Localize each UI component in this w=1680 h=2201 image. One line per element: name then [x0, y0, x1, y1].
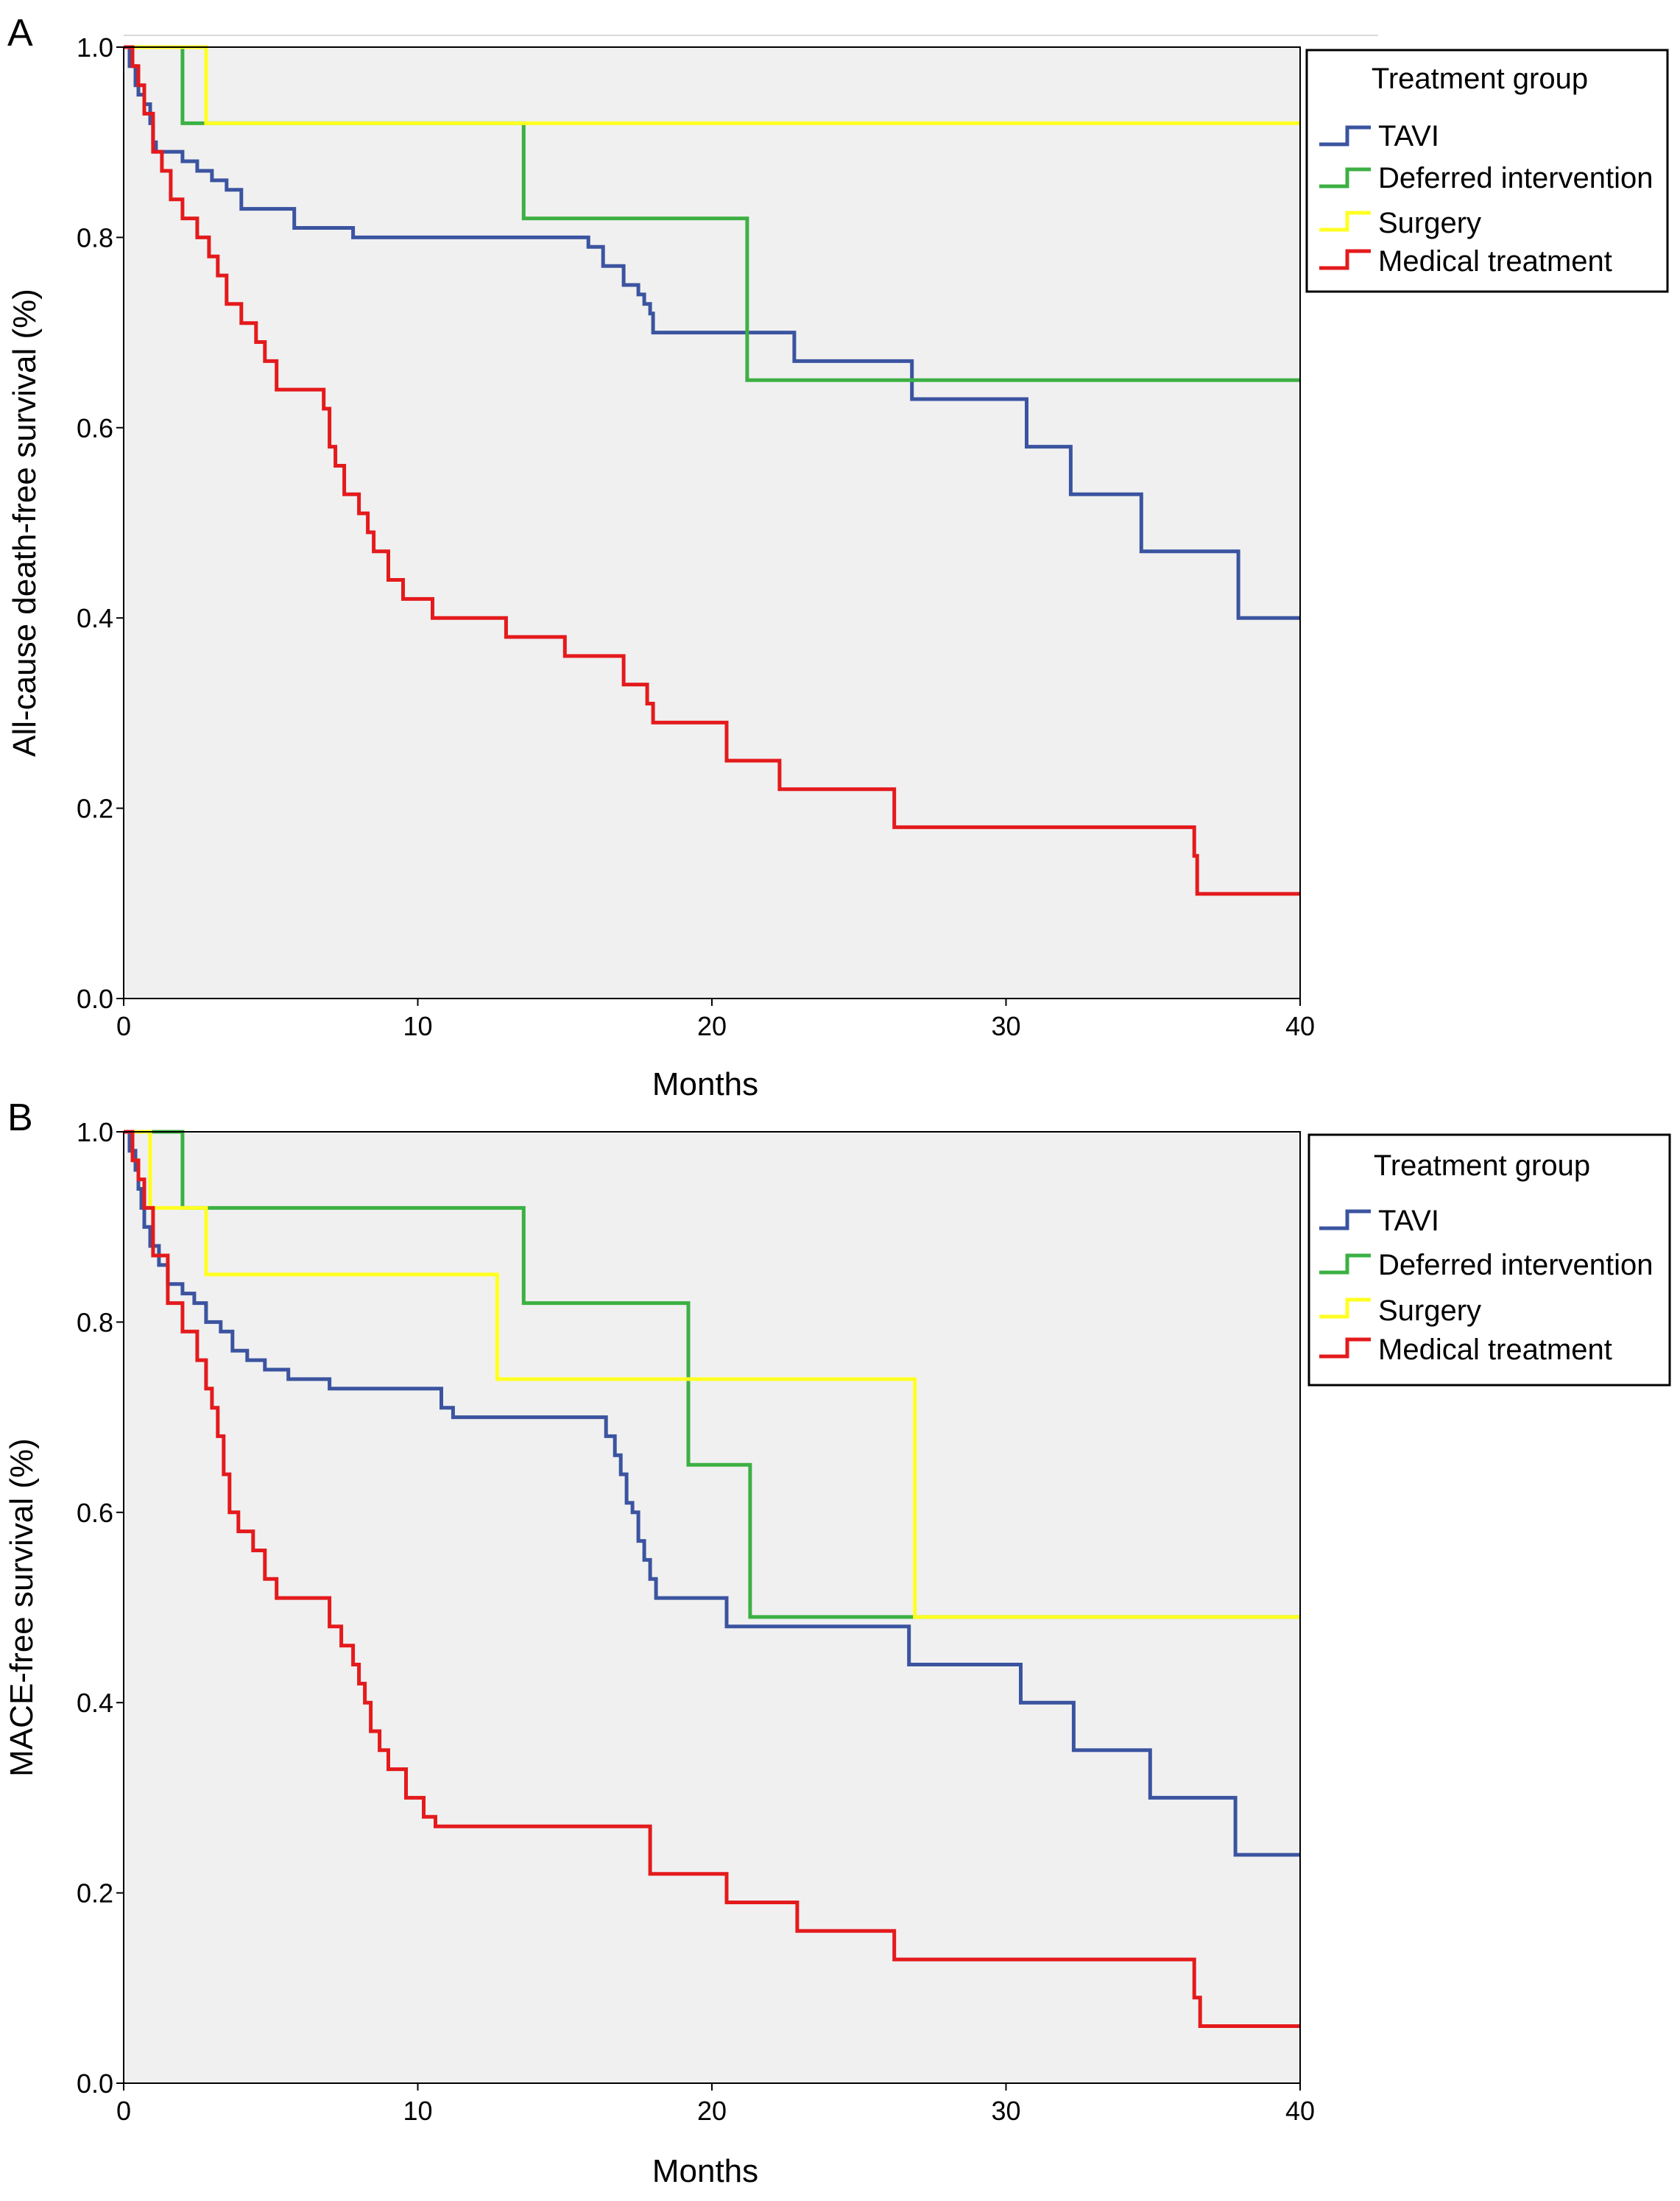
panel-a-x-tick-label: 30	[991, 1011, 1020, 1041]
panel-b-y-tick-label: 0.8	[77, 1307, 113, 1337]
legend-swatch-surgery	[1319, 1297, 1371, 1319]
panel-b-x-axis-label: Months	[652, 2153, 758, 2189]
panel-b-x-tick-label: 20	[697, 2096, 727, 2126]
panel-b-series-group	[124, 1130, 1300, 2028]
panel-a-series-deferred-intervention-line	[124, 45, 1300, 382]
legend-swatch-medical-treatment	[1319, 249, 1371, 270]
panel-b-series-tavi-line	[124, 1130, 1300, 1857]
legend-item-surgery: Surgery	[1319, 1295, 1481, 1327]
panel-a-y-tick-label: 0.6	[77, 413, 113, 443]
legend-item-medical-treatment: Medical treatment	[1319, 1334, 1612, 1366]
legend-swatch-deferred-intervention	[1319, 1253, 1371, 1275]
legend-item-tavi: TAVI	[1319, 1205, 1439, 1237]
panel-b-series-surgery-line	[124, 1130, 1300, 1619]
panel-a-legend-title: Treatment group	[1372, 63, 1588, 95]
legend-item-deferred-intervention: Deferred intervention	[1319, 162, 1653, 194]
panel-a-y-tick-label: 0.0	[77, 984, 113, 1014]
panel-a-x-tick-label: 20	[697, 1011, 727, 1041]
legend-label-deferred-intervention: Deferred intervention	[1378, 162, 1653, 194]
panel-b: B 0.0 0.2 0.4 0.6 0.8 1.0 0 10 20 30 40 Months MA…	[4, 1096, 1671, 2189]
panel-b-label: B	[7, 1096, 33, 1139]
panel-a-x-axis-label: Months	[652, 1066, 758, 1102]
legend-label-surgery: Surgery	[1378, 1295, 1481, 1327]
legend-swatch-deferred-intervention	[1319, 167, 1371, 189]
panel-a-x-ticks: 0 10 20 30 40	[116, 999, 1315, 1041]
legend-item-medical-treatment: Medical treatment	[1319, 245, 1612, 278]
panel-a-y-ticks: 0.0 0.2 0.4 0.6 0.8 1.0	[77, 32, 124, 1014]
legend-label-tavi: TAVI	[1378, 120, 1439, 152]
panel-b-series-deferred-intervention-line	[124, 1130, 1300, 1619]
panel-b-legend: Treatment group TAVI Deferred interventi…	[1307, 1133, 1671, 1387]
panel-a-x-tick-label: 10	[403, 1011, 432, 1041]
panel-b-legend-title: Treatment group	[1374, 1149, 1590, 1182]
panel-b-legend-items: TAVI Deferred intervention Surgery Medic…	[1319, 1205, 1653, 1366]
panel-b-y-axis-label: MACE-free survival (%)	[4, 1438, 40, 1777]
panel-b-y-tick-label: 0.2	[77, 1878, 113, 1909]
panel-a-y-tick-label: 1.0	[77, 32, 113, 63]
panel-b-y-tick-label: 1.0	[77, 1117, 113, 1147]
panel-a: A 0.0 0.2 0.4 0.6 0.8 1.0 0 10 20 30 40 Months Al…	[7, 12, 1669, 1102]
panel-b-x-tick-label: 40	[1285, 2096, 1315, 2126]
panel-a-series-medical-treatment-line	[124, 45, 1300, 896]
legend-label-tavi: TAVI	[1378, 1205, 1439, 1237]
legend-label-medical-treatment: Medical treatment	[1378, 1334, 1612, 1366]
panel-a-plot-area	[124, 47, 1300, 999]
panel-a-x-tick-label: 0	[116, 1011, 131, 1041]
panel-a-legend-items: TAVI Deferred intervention Surgery Medic…	[1319, 120, 1653, 278]
panel-b-y-ticks: 0.0 0.2 0.4 0.6 0.8 1.0	[77, 1117, 124, 2099]
panel-b-plot-area	[124, 1132, 1300, 2083]
panel-b-series-medical-treatment-line	[124, 1130, 1300, 2028]
legend-label-medical-treatment: Medical treatment	[1378, 245, 1612, 278]
panel-a-y-tick-label: 0.2	[77, 794, 113, 824]
legend-swatch-tavi	[1319, 1209, 1371, 1230]
legend-swatch-surgery	[1319, 211, 1371, 232]
panel-a-y-tick-label: 0.8	[77, 222, 113, 253]
legend-item-deferred-intervention: Deferred intervention	[1319, 1249, 1653, 1281]
legend-swatch-tavi	[1319, 125, 1371, 147]
panel-a-y-axis-label: All-cause death-free survival (%)	[7, 289, 43, 757]
panel-a-plot-frame	[123, 46, 1301, 999]
panel-b-x-tick-label: 0	[116, 2096, 131, 2126]
panel-a-y-tick-label: 0.4	[77, 603, 113, 633]
legend-label-surgery: Surgery	[1378, 207, 1481, 239]
panel-b-x-tick-label: 10	[403, 2096, 432, 2126]
panel-b-x-ticks: 0 10 20 30 40	[116, 2083, 1315, 2126]
panel-b-y-tick-label: 0.0	[77, 2068, 113, 2099]
panel-b-y-tick-label: 0.6	[77, 1498, 113, 1528]
panel-a-label: A	[7, 12, 33, 54]
panel-a-series-tavi-line	[124, 45, 1300, 620]
panel-a-x-tick-label: 40	[1285, 1011, 1315, 1041]
panel-b-y-tick-label: 0.4	[77, 1688, 113, 1718]
legend-item-surgery: Surgery	[1319, 207, 1481, 239]
legend-item-tavi: TAVI	[1319, 120, 1439, 152]
panel-a-legend: Treatment group TAVI Deferred interventi…	[1305, 49, 1669, 293]
legend-swatch-medical-treatment	[1319, 1337, 1371, 1359]
panel-b-legend-box	[1307, 1133, 1671, 1387]
panel-b-plot-frame	[123, 1131, 1301, 2084]
legend-label-deferred-intervention: Deferred intervention	[1378, 1249, 1653, 1281]
panel-b-x-tick-label: 30	[991, 2096, 1020, 2126]
